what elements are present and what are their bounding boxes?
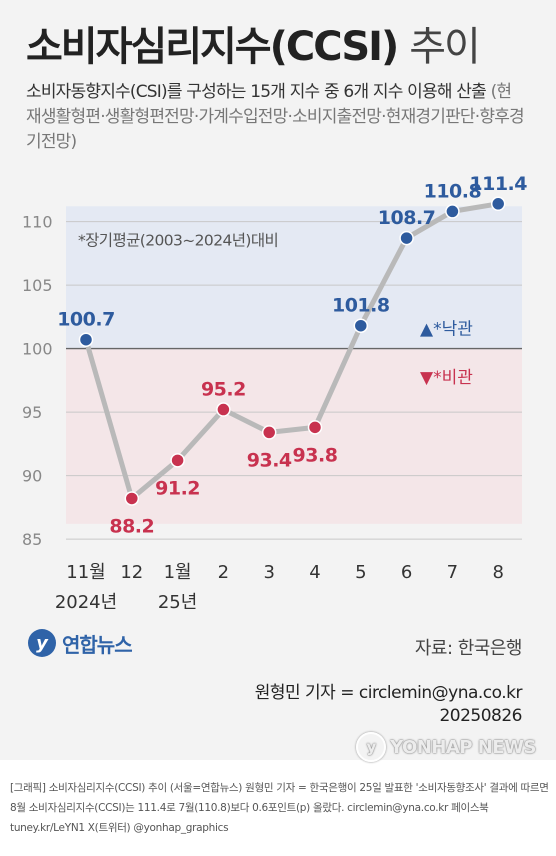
source-note: 자료: 한국은행 bbox=[414, 638, 523, 659]
x-tick-label: 11월 bbox=[66, 562, 105, 583]
y-tick-label: 100 bbox=[22, 340, 53, 359]
watermark-text: YONHAP NEWS bbox=[390, 736, 536, 758]
logo-text: 연합뉴스 bbox=[62, 632, 133, 657]
value-label: 91.2 bbox=[155, 477, 200, 499]
y-tick-label: 95 bbox=[22, 403, 42, 422]
value-label: 93.4 bbox=[247, 449, 292, 471]
x-tick-label: 6 bbox=[401, 562, 412, 583]
publish-date: 20250826 bbox=[439, 706, 522, 726]
yonhap-logo: y 연합뉴스 bbox=[28, 626, 133, 660]
x-tick-label: 2 bbox=[218, 562, 229, 583]
data-point bbox=[124, 491, 140, 506]
optimism-band bbox=[66, 206, 522, 349]
yonhap-logo-icon: y bbox=[28, 629, 56, 657]
title-suffix: 추이 bbox=[409, 24, 481, 70]
x-tick-label: 5 bbox=[355, 562, 366, 583]
data-point bbox=[170, 453, 185, 468]
legend-optimism: ▲*낙관 bbox=[420, 320, 473, 340]
x-tick-label: 4 bbox=[309, 562, 320, 583]
pessimism-band bbox=[66, 348, 522, 524]
subtitle-detail: (현재생활형편·생활형편전망·가계수입전망·소비지출전망·현재경기판단·향후경기… bbox=[26, 82, 525, 152]
data-point bbox=[490, 196, 506, 212]
value-label: 110.8 bbox=[424, 180, 482, 202]
subtitle-main: 소비자동향지수(CSI)를 구성하는 15개 지수 중 6개 지수 이용해 산출 bbox=[26, 82, 487, 102]
data-point bbox=[445, 204, 460, 219]
watermark: y YONHAP NEWS bbox=[356, 732, 536, 762]
value-label: 88.2 bbox=[109, 515, 154, 537]
data-point bbox=[399, 230, 414, 246]
data-point bbox=[261, 425, 277, 440]
x-tick-label: 7 bbox=[447, 562, 458, 583]
y-tick-label: 110 bbox=[22, 213, 53, 232]
x-year-label: 25년 bbox=[158, 592, 197, 613]
value-label: 101.8 bbox=[332, 295, 390, 317]
baseline-note: *장기평균(2003~2024년)대비 bbox=[78, 232, 278, 250]
y-tick-label: 90 bbox=[22, 467, 42, 486]
data-point bbox=[307, 420, 323, 435]
title-main: 소비자심리지수(CCSI) bbox=[26, 24, 399, 70]
photo-caption: [그래픽] 소비자심리지수(CCSI) 추이 (서울=연합뉴스) 원형민 기자 … bbox=[10, 782, 549, 834]
value-label: 95.2 bbox=[201, 379, 246, 401]
reporter: 원형민 기자 = circlemin@yna.co.kr bbox=[254, 683, 523, 703]
infographic: 소비자심리지수(CCSI) 추이 소비자동향지수(CSI)를 구성하는 15개 … bbox=[0, 0, 556, 762]
value-label: 111.4 bbox=[469, 173, 527, 195]
x-tick-label: 12 bbox=[120, 562, 143, 583]
x-tick-label: 1월 bbox=[164, 562, 192, 583]
data-point bbox=[216, 402, 231, 417]
byline: 원형민 기자 = circlemin@yna.co.kr 20250826 bbox=[254, 682, 523, 728]
x-year-label: 2024년 bbox=[55, 592, 117, 613]
watermark-icon: y bbox=[356, 732, 387, 762]
data-point bbox=[353, 318, 369, 333]
chart-title: 소비자심리지수(CCSI) 추이 bbox=[26, 14, 481, 72]
legend-pessimism: ▼*비관 bbox=[420, 368, 473, 388]
x-tick-label: 3 bbox=[263, 562, 274, 583]
value-label: 100.7 bbox=[57, 309, 115, 331]
y-tick-label: 105 bbox=[22, 276, 53, 295]
x-tick-label: 8 bbox=[492, 562, 503, 583]
y-tick-label: 85 bbox=[22, 530, 42, 549]
value-label: 108.7 bbox=[378, 207, 436, 229]
data-point bbox=[78, 332, 94, 347]
series-line bbox=[83, 201, 501, 501]
chart-subtitle: 소비자동향지수(CSI)를 구성하는 15개 지수 중 6개 지수 이용해 산출… bbox=[26, 80, 526, 155]
value-label: 93.8 bbox=[293, 444, 338, 466]
